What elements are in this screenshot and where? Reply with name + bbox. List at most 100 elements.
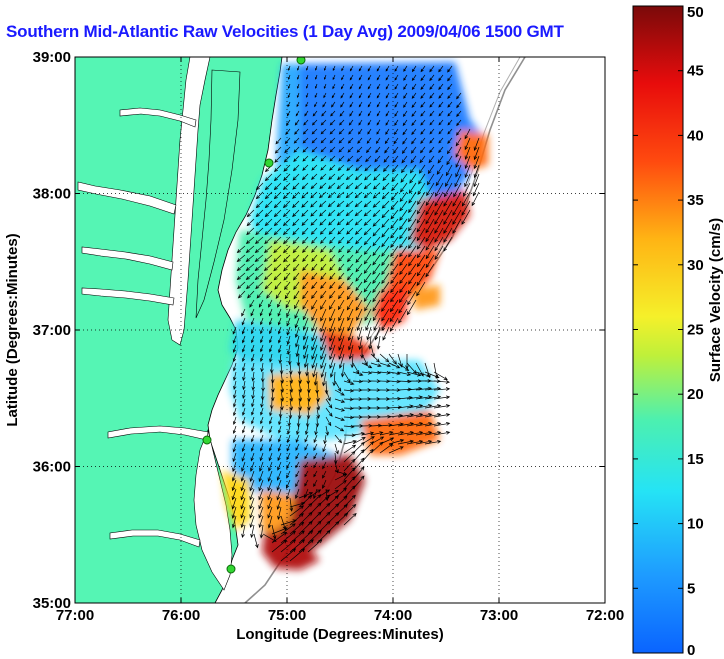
velocity-arrow	[292, 200, 300, 208]
velocity-arrow	[254, 245, 264, 254]
colorbar-tick-label: 30	[687, 257, 704, 274]
velocity-arrow	[354, 209, 363, 217]
velocity-arrow	[327, 209, 336, 217]
velocity-arrow	[363, 182, 372, 190]
velocity-arrow	[438, 74, 444, 82]
velocity-arrow	[327, 191, 336, 199]
velocity-arrow	[358, 335, 363, 351]
velocity-arrow	[328, 299, 336, 310]
velocity-arrow	[262, 533, 277, 542]
velocity-arrow	[415, 395, 433, 400]
velocity-arrow	[420, 110, 426, 117]
velocity-arrow	[276, 488, 282, 501]
velocity-arrow	[424, 412, 442, 418]
velocity-arrow	[456, 110, 462, 118]
velocity-arrow	[337, 227, 345, 235]
colorbar-tick-label: 40	[687, 127, 704, 144]
velocity-arrow	[322, 452, 327, 461]
velocity-arrow	[340, 362, 345, 378]
velocity-arrow	[338, 290, 345, 300]
velocity-arrow	[381, 218, 390, 228]
velocity-arrow	[268, 461, 273, 472]
velocity-arrow	[264, 218, 273, 227]
velocity-arrow	[332, 83, 336, 90]
velocity-arrow	[232, 389, 237, 399]
velocity-arrow	[287, 425, 291, 435]
velocity-arrow	[363, 173, 372, 181]
velocity-arrow	[419, 155, 426, 164]
velocity-arrow	[320, 236, 327, 244]
velocity-arrow	[267, 497, 273, 510]
velocity-arrow	[473, 173, 480, 188]
velocity-arrow	[303, 344, 309, 360]
velocity-arrow	[363, 209, 372, 217]
velocity-arrow	[278, 353, 283, 364]
velocity-arrow	[406, 362, 417, 375]
velocity-arrow	[258, 515, 264, 528]
velocity-arrow	[304, 452, 309, 460]
velocity-arrow	[408, 236, 417, 249]
velocity-arrow	[232, 452, 237, 463]
velocity-arrow	[306, 74, 309, 80]
velocity-arrow	[424, 371, 440, 379]
velocity-arrow	[370, 388, 381, 392]
velocity-arrow	[305, 92, 309, 98]
velocity-arrow	[280, 380, 285, 393]
x-axis-label: Longitude (Degrees:Minutes)	[236, 626, 444, 643]
velocity-arrow	[464, 128, 471, 140]
velocity-arrow	[420, 119, 426, 126]
velocity-arrow	[394, 74, 399, 81]
velocity-arrow	[388, 362, 401, 369]
velocity-arrow	[302, 137, 309, 144]
velocity-arrow	[311, 137, 318, 144]
velocity-arrow	[390, 218, 399, 230]
velocity-arrow	[397, 430, 415, 436]
velocity-arrow	[242, 380, 246, 391]
velocity-arrow	[312, 362, 318, 378]
velocity-arrow	[311, 290, 318, 300]
velocity-arrow	[407, 281, 417, 295]
velocity-arrow	[320, 263, 327, 271]
velocity-arrow	[236, 245, 246, 254]
velocity-arrow	[301, 209, 309, 217]
velocity-arrow	[241, 353, 246, 362]
velocity-arrow	[311, 281, 318, 290]
velocity-arrow	[279, 362, 284, 375]
velocity-arrow	[418, 173, 426, 185]
velocity-arrow	[251, 398, 255, 408]
velocity-arrow	[443, 191, 453, 207]
velocity-arrow	[347, 146, 354, 153]
velocity-arrow	[382, 173, 390, 182]
velocity-arrow	[289, 501, 306, 508]
chart-title: Southern Mid-Atlantic Raw Velocities (1 …	[6, 22, 564, 41]
velocity-arrow	[310, 191, 318, 199]
velocity-arrow	[319, 182, 327, 190]
velocity-arrow	[296, 92, 300, 98]
velocity-arrow	[343, 513, 357, 526]
velocity-arrow	[343, 406, 354, 411]
velocity-arrow	[295, 470, 300, 478]
velocity-arrow	[314, 101, 318, 108]
velocity-arrow	[297, 407, 302, 420]
velocity-arrow	[425, 245, 435, 260]
velocity-arrow	[348, 128, 354, 135]
velocity-arrow	[304, 434, 309, 443]
velocity-arrow	[325, 389, 331, 402]
velocity-arrow	[376, 110, 381, 117]
velocity-arrow	[438, 146, 444, 154]
velocity-arrow	[331, 92, 336, 99]
velocity-arrow	[269, 434, 273, 443]
velocity-arrow	[354, 191, 363, 199]
velocity-arrow	[289, 530, 305, 544]
velocity-arrow	[340, 92, 345, 99]
velocity-arrow	[311, 254, 318, 262]
velocity-arrow	[264, 182, 273, 191]
velocity-arrow	[289, 497, 294, 512]
velocity-arrow	[289, 380, 294, 393]
velocity-arrow	[286, 326, 291, 336]
velocity-arrow	[383, 155, 390, 163]
velocity-arrow	[398, 290, 408, 303]
velocity-arrow	[373, 164, 381, 172]
velocity-arrow	[286, 443, 291, 452]
velocity-arrow	[260, 362, 264, 373]
